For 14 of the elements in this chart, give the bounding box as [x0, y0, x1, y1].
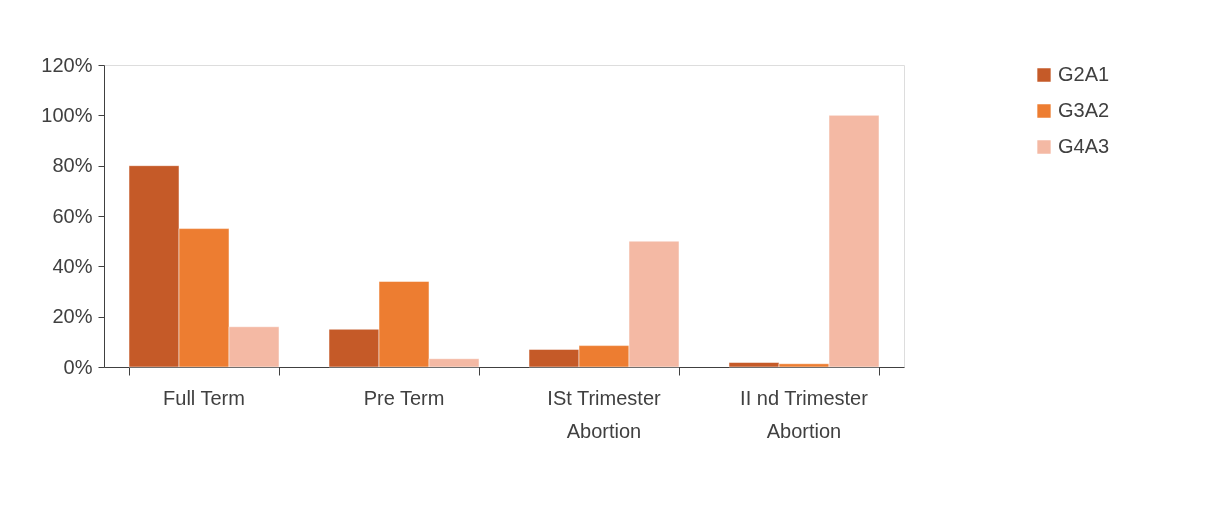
x-tick-label: ISt Trimester Abortion	[547, 387, 662, 442]
y-tick-label: 60%	[52, 204, 93, 227]
legend-label: G4A3	[1058, 135, 1110, 157]
x-tick-label: Full Term	[163, 387, 245, 409]
y-tick-label: 40%	[52, 254, 93, 277]
legend-label: G2A1	[1058, 63, 1110, 85]
y-tick-label: 100%	[41, 103, 93, 126]
x-tick-label: II nd Trimester Abortion	[740, 387, 869, 442]
y-tick-label: 0%	[63, 355, 93, 378]
legend-label: G3A2	[1058, 99, 1110, 121]
y-tick-label: 120%	[41, 53, 93, 76]
y-tick-label: 80%	[52, 154, 93, 177]
y-tick-label: 20%	[52, 305, 93, 328]
x-tick-label: Pre Term	[363, 387, 445, 409]
